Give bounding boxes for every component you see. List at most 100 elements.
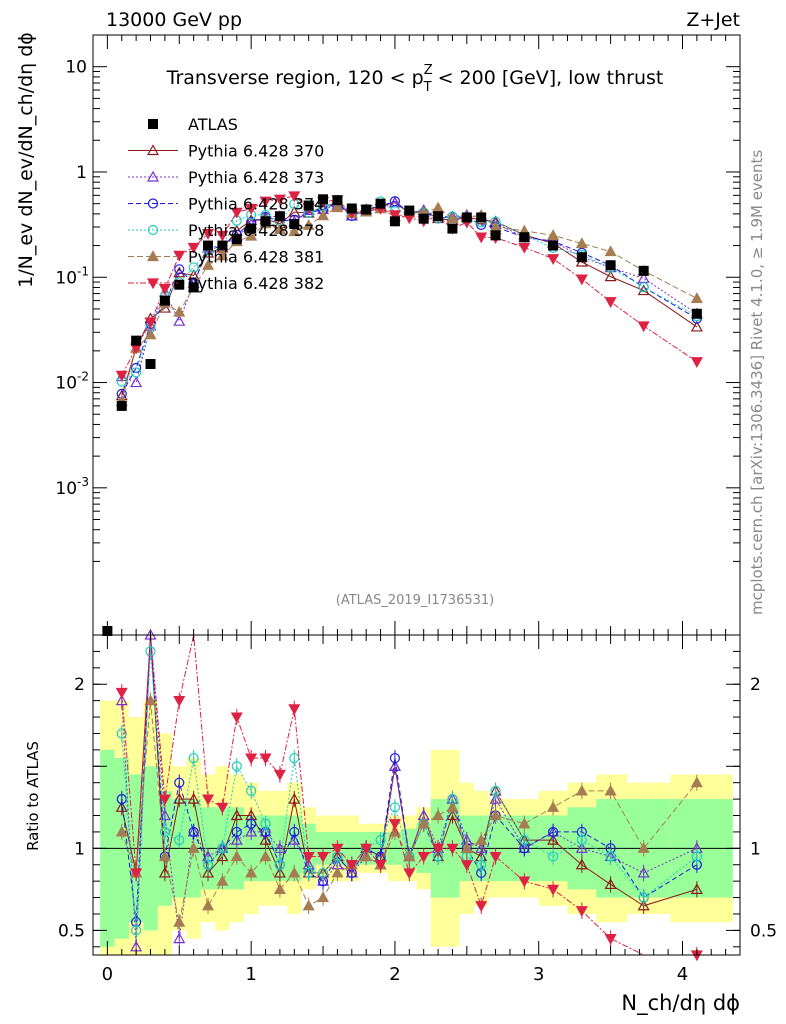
ratio-point [188,752,199,764]
series-point [637,284,650,296]
data-point [461,212,472,223]
ratio-point [245,753,258,765]
data-point [145,359,156,370]
data-point [638,265,649,276]
series-point [317,209,330,221]
ratio-point [230,809,243,821]
ratio-point [490,785,501,796]
x-tick-label: 2 [389,964,400,985]
legend-label: Pythia 6.428 381 [188,248,324,267]
data-point [303,200,314,211]
series-point [174,264,185,275]
ratio-point [388,819,401,830]
ratio-point [173,932,186,944]
main-axes: 10 1 10-1 10-2 10-3 [55,34,741,635]
ratio-point [489,792,502,804]
series-point [259,196,272,208]
data-point [203,240,214,251]
data-point [174,279,185,290]
legend-label: Pythia 6.428 378 [188,221,324,240]
legend-label: Pythia 6.428 382 [188,274,324,293]
ratio-point [288,792,301,804]
series-point [518,242,531,254]
ratio-point [115,694,128,706]
data-point [361,204,372,215]
ratio-point [518,817,531,829]
main-series-layer [102,191,703,636]
ratio-point [690,776,703,788]
ratio-point [432,843,445,855]
ratio-tick-label-right: 2 [750,675,761,695]
ratio-tick-label-right: 1 [750,839,761,859]
ratio-point [216,802,229,814]
data-point [490,230,501,241]
data-point [433,211,444,222]
data-point [289,219,300,230]
ratio-point [130,868,143,880]
ratio-point [159,826,170,838]
ratio-point [575,842,588,853]
ratio-point [273,769,286,781]
series-point [604,270,617,282]
ratio-point [637,899,650,911]
ratio-point [115,801,128,812]
ratio-point [576,835,587,846]
ratio-point [259,833,272,845]
ratio-point [519,835,530,846]
plot-title: Transverse region, 120 < pZ T < 200 [GeV]… [166,63,664,95]
series-point [604,245,617,257]
series-point [475,232,488,244]
series-point [389,196,401,207]
series-point [331,201,344,213]
ratio-point [475,901,488,913]
series-point [202,228,215,240]
ratio-point [216,874,229,886]
data-point [188,282,199,293]
data-point [159,295,170,306]
series-point [216,230,229,242]
data-point [418,213,429,224]
ratio-point [187,842,200,853]
ratio-point [246,818,257,829]
ratio-line [121,634,698,923]
legend-label: ATLAS [188,115,238,134]
ratio-point [388,760,401,771]
legend: ATLAS Pythia 6.428 370 Pythia 6.428 373 Pyt… [128,115,324,293]
ratio-point [637,842,650,853]
ratio-point [217,843,228,854]
ratio-series-378 [116,643,702,939]
ratio-point [690,883,703,894]
data-point [605,260,616,271]
series-point [187,242,200,254]
ratio-point [518,876,531,888]
ratio-point [288,704,301,716]
ratio-point [547,833,560,845]
atlas-data [102,194,702,636]
ratio-point [317,851,330,863]
ratio-point [231,826,242,838]
data-point [116,400,127,411]
series-point [173,305,186,317]
series-point [188,262,199,273]
ratio-point [131,925,142,936]
y-axis-label: 1/N_ev dN_ev/dN_ch/dη dϕ [15,32,37,288]
series-point [173,250,186,262]
ratio-point [259,850,272,862]
ratio-point [489,851,502,863]
ratio-point [174,777,185,788]
series-point [131,367,142,378]
process-label: Z+Jet [686,9,740,31]
y-tick-label: 10-3 [55,475,89,499]
x-axis-label: N_ch/dη dϕ [621,991,740,1016]
legend-label: Pythia 6.428 373 [188,168,324,187]
ratio-point [231,761,242,772]
ratio-point [605,851,616,862]
ratio-point [288,866,301,878]
ratio-point [144,694,157,706]
ratio-point [345,860,358,871]
data-point [375,198,386,209]
ratio-point [115,825,128,837]
ratio-point [375,835,386,846]
ratio-point [173,915,186,927]
ratio-frame [92,634,741,956]
